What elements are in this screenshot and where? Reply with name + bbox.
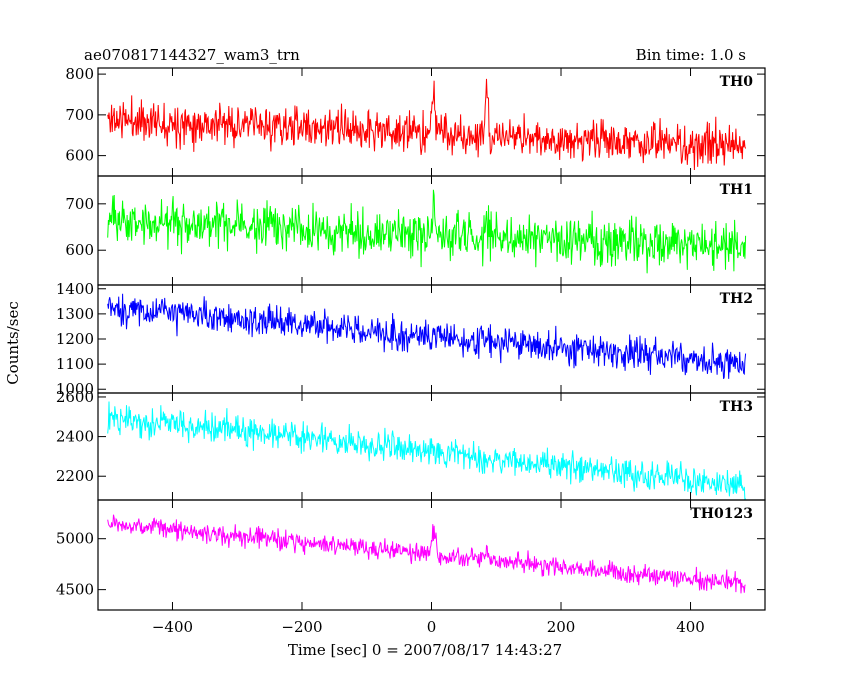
y-tick-label: 2600 [56,388,94,406]
x-tick-label: 400 [676,618,705,636]
panel-th2: TH2 1000 1100 1200 1300 1400 [56,280,766,398]
panels-group: TH0 600 700 800 TH1 600 700 TH2 1000 1100 1200 1300… [56,65,766,611]
x-tick-label: 200 [547,618,576,636]
panel-frame [97,284,766,394]
y-tick-label: 800 [65,65,94,83]
y-tick-label: 4500 [56,581,94,599]
panel-th0123: TH0123 4500 5000 [56,499,766,611]
panel-label: TH1 [720,182,753,198]
series-line-th3 [107,401,747,500]
y-tick-label: 600 [65,147,94,165]
y-tick-label: 700 [65,195,94,213]
y-tick-label: 1400 [56,280,94,298]
y-tick-label: 600 [65,241,94,259]
y-tick-label: 700 [65,106,94,124]
panel-th3: TH3 2200 2400 2600 [56,388,766,501]
x-axis-title: Time [sec] 0 = 2007/08/17 14:43:27 [288,641,562,659]
y-tick-label: 5000 [56,530,94,548]
x-tick-label: −400 [152,618,193,636]
y-tick-label: 1300 [56,305,94,323]
panel-label: TH2 [720,291,753,307]
series-line-th1 [107,189,747,274]
panel-th0: TH0 600 700 800 [65,65,766,177]
series-line-th2 [107,293,747,379]
y-tick-label: 2200 [56,467,94,485]
chart-title: ae070817144327_wam3_trn [84,46,300,64]
panel-label: TH0 [720,74,754,90]
series-line-th0123 [107,514,746,594]
panel-label: TH3 [720,399,753,415]
x-tick-label: −200 [281,618,322,636]
x-tick-label: 0 [427,618,437,636]
x-axis: −400 −200 0 200 400 [152,618,705,636]
y-tick-label: 1000 [56,380,94,398]
panel-label: TH0123 [690,506,753,522]
y-tick-label: 1100 [56,355,94,373]
panel-th1: TH1 600 700 [65,175,766,286]
bin-time-label: Bin time: 1.0 s [636,46,746,64]
y-tick-label: 2400 [56,428,94,446]
series-line-th0 [107,78,747,171]
panel-frame [97,499,766,611]
y-axis-title: Counts/sec [4,301,22,385]
y-tick-label: 1200 [56,330,94,348]
